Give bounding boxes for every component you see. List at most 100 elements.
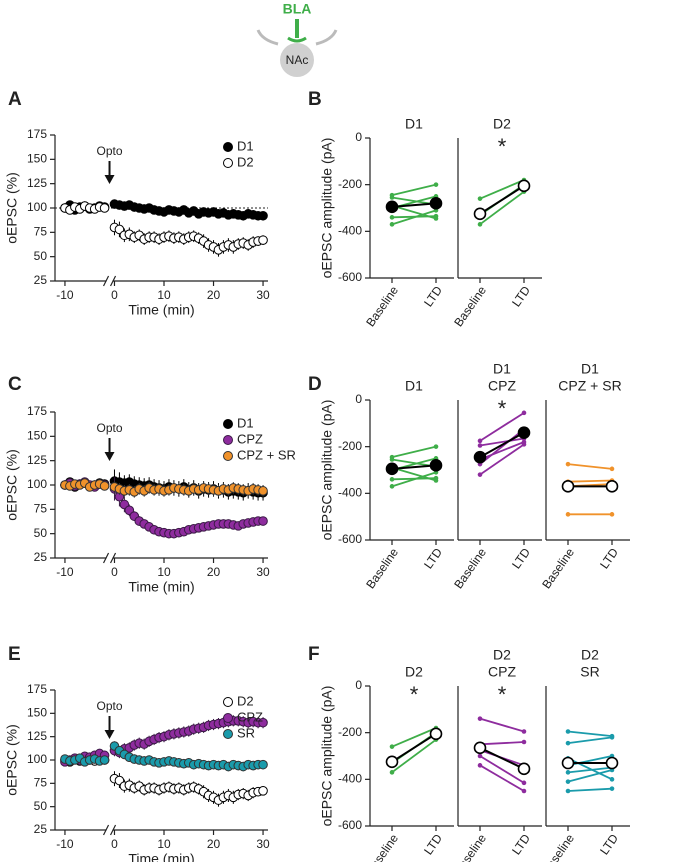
individual-point <box>609 786 615 791</box>
legend-label: CPZ + SR <box>237 447 296 462</box>
x-tick-label: 0 <box>111 288 118 302</box>
y-tick-label: -400 <box>338 772 362 786</box>
x-tick-label: Baseline <box>539 831 577 862</box>
individual-line <box>391 183 437 197</box>
x-tick-label: LTD <box>597 831 621 857</box>
mean-point <box>429 727 443 741</box>
data-point <box>99 755 110 765</box>
y-tick-label: 100 <box>27 200 47 214</box>
significance: * <box>498 134 507 159</box>
panel-letter: B <box>308 89 322 110</box>
annotation-arrowhead <box>104 175 115 184</box>
individual-point <box>477 222 483 227</box>
individual-line <box>567 479 613 483</box>
panel-letter: D <box>308 374 322 395</box>
panel-letter: A <box>8 89 22 110</box>
legend-label: SR <box>237 725 255 740</box>
y-tick-label: 75 <box>34 776 48 790</box>
x-tick-label: LTD <box>509 283 533 309</box>
axis-break <box>109 824 117 836</box>
individual-point <box>433 478 439 483</box>
data-point <box>258 235 268 245</box>
individual-point <box>477 716 483 721</box>
individual-point <box>389 222 395 227</box>
y-tick-label: 25 <box>34 550 48 564</box>
individual-point <box>565 788 571 794</box>
input-right <box>315 29 338 46</box>
data-point <box>258 486 268 496</box>
x-axis-title: Time (min) <box>128 579 194 595</box>
x-tick-label: 20 <box>207 565 221 579</box>
circuit-diagram: BLA NAc <box>256 1 338 77</box>
y-tick-label: -600 <box>338 532 362 546</box>
y-tick-label: 100 <box>27 477 47 491</box>
panel-letter: F <box>308 644 320 665</box>
mean-point <box>385 755 399 769</box>
y-tick-label: 25 <box>34 822 48 836</box>
axis-break <box>102 824 110 836</box>
individual-line <box>567 769 613 783</box>
axis-break <box>102 552 110 564</box>
individual-point <box>609 512 615 517</box>
legend-marker <box>223 142 233 152</box>
y-tick-label: 150 <box>27 429 47 443</box>
y-tick-label: -200 <box>338 177 362 191</box>
x-tick-label: LTD <box>509 545 533 571</box>
y-tick-label: 125 <box>27 729 47 743</box>
source-label: BLA <box>283 1 312 17</box>
annotation-arrowhead <box>104 452 115 461</box>
individual-point <box>389 215 395 220</box>
data-point <box>258 786 268 796</box>
legend-label: D2 <box>237 693 254 708</box>
mean-point <box>473 450 487 464</box>
individual-point <box>609 735 615 740</box>
axis-break <box>109 275 117 287</box>
mean-point <box>517 426 531 439</box>
axis-break-gap <box>106 555 113 561</box>
individual-point <box>389 195 395 200</box>
mean-point <box>429 459 443 472</box>
y-tick-label: 150 <box>27 152 47 166</box>
individual-line <box>391 466 437 482</box>
y-axis-title: oEPSC (%) <box>4 724 20 796</box>
y-axis-title: oEPSC amplitude (pA) <box>319 400 335 541</box>
group-title: D2 <box>493 116 511 132</box>
significance: * <box>498 682 507 707</box>
x-tick-label: 10 <box>157 837 171 851</box>
x-tick-label: Baseline <box>363 831 401 862</box>
individual-line <box>479 741 525 746</box>
individual-point <box>477 196 483 201</box>
legend-marker <box>223 158 233 168</box>
x-tick-label: LTD <box>421 545 445 571</box>
individual-point <box>389 770 395 775</box>
individual-point <box>609 466 615 472</box>
x-axis-title: Time (min) <box>128 851 194 862</box>
target-node <box>280 43 314 77</box>
x-tick-label: LTD <box>597 545 621 571</box>
y-axis-title: oEPSC amplitude (pA) <box>319 686 335 827</box>
target-label: NAc <box>286 53 309 67</box>
x-tick-label: Baseline <box>539 545 577 591</box>
individual-line <box>391 445 437 459</box>
individual-point <box>389 457 395 462</box>
individual-line <box>479 437 525 447</box>
y-axis-title: oEPSC amplitude (pA) <box>319 138 335 279</box>
individual-point <box>521 442 527 447</box>
y-tick-label: -400 <box>338 224 362 238</box>
individual-point <box>477 443 483 448</box>
legend-label: D2 <box>237 154 254 169</box>
individual-line <box>479 755 525 784</box>
individual-line <box>567 766 613 774</box>
individual-point <box>477 472 483 477</box>
individual-point <box>565 740 571 746</box>
individual-point <box>477 763 483 768</box>
group-title: CPZ <box>488 378 516 394</box>
y-tick-label: 125 <box>27 453 47 467</box>
y-axis-title: oEPSC (%) <box>4 449 20 521</box>
individual-line <box>479 190 525 226</box>
legend-marker <box>223 697 233 707</box>
panel-letter: E <box>8 644 21 665</box>
individual-line <box>567 730 613 738</box>
x-tick-label: -10 <box>56 288 74 302</box>
